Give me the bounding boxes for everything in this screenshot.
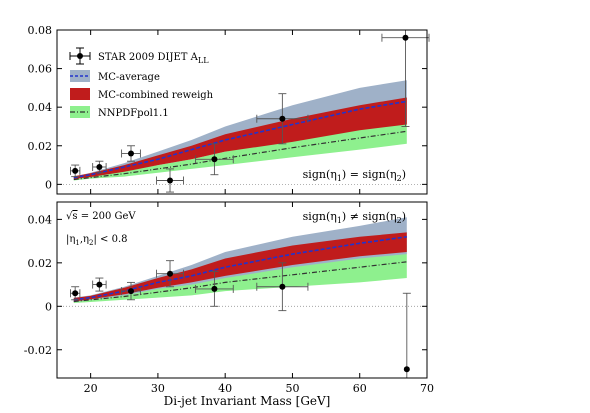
top-panel-sign-annotation: sign(η1) = sign(η2) — [303, 168, 406, 183]
data-point — [402, 292, 411, 379]
data-point — [195, 271, 234, 307]
legend: STAR 2009 DIJET ALL MC-average MC-combin… — [69, 47, 214, 119]
data-point-marker — [96, 281, 103, 288]
data-point-marker — [167, 177, 174, 184]
legend-entry-mc-average: MC-average — [70, 70, 160, 83]
mc-average-band — [73, 80, 407, 179]
energy-annotation: √s = 200 GeV — [66, 211, 136, 222]
data-point-marker — [167, 270, 174, 277]
bottom-panel: -0.02 0 0.02 0.04 — [24, 201, 428, 379]
legend-entry-nnpdf: NNPDFpol1.1 — [70, 106, 169, 119]
panel-frame — [56, 29, 428, 195]
panel-frame — [56, 201, 428, 379]
data-point — [381, 29, 430, 127]
x-tick-label: 50 — [285, 382, 299, 395]
data-point-marker — [72, 167, 79, 174]
data-point — [92, 160, 107, 174]
y-tick-label: 0.04 — [28, 101, 53, 114]
mc-average-central-line — [73, 100, 407, 179]
data-point-marker — [128, 288, 134, 295]
eta-cut-annotation: |η1,η2| < 0.8 — [66, 234, 128, 247]
legend-label-nnpdf: NNPDFpol1.1 — [98, 108, 169, 119]
data-point-marker — [211, 285, 218, 292]
y-tick-label: 0.02 — [28, 257, 53, 270]
data-point — [121, 281, 141, 301]
legend-label-data-sub: LL — [198, 56, 209, 65]
legend-label-data: STAR 2009 DIJET A — [98, 52, 199, 63]
mc-combined-band — [73, 97, 407, 179]
x-tick-label: 20 — [84, 382, 98, 395]
x-tick-label: 40 — [218, 382, 232, 395]
y-tick-label: 0 — [45, 178, 52, 191]
data-point-marker — [403, 366, 410, 373]
data-point-marker — [96, 163, 103, 170]
y-tick-label: 0.06 — [28, 63, 53, 76]
data-point — [195, 143, 234, 176]
data-point-marker — [128, 150, 134, 157]
data-point-marker — [402, 34, 409, 41]
legend-entry-mc-combined: MC-combined reweigh — [70, 88, 214, 101]
legend-label-mc-average: MC-average — [98, 72, 160, 83]
data-point — [121, 145, 141, 162]
x-tick-label: 30 — [151, 382, 165, 395]
svg-text:STAR 2009 DIJET ALL: STAR 2009 DIJET ALL — [98, 52, 209, 65]
y-tick-label: 0.02 — [28, 140, 53, 153]
legend-label-mc-combined: MC-combined reweigh — [98, 90, 214, 101]
data-point — [156, 168, 184, 193]
data-point — [92, 277, 107, 292]
bottom-panel-sign-annotation: sign(η1) ≠ sign(η2) — [303, 210, 406, 225]
y-tick-label: 0.04 — [28, 213, 53, 226]
data-point-marker — [279, 115, 286, 122]
y-tick-label: -0.02 — [24, 344, 52, 357]
y-tick-label: 0 — [45, 300, 52, 313]
data-point — [156, 260, 184, 288]
data-point — [70, 286, 81, 301]
data-point-marker — [211, 156, 218, 163]
data-point — [256, 262, 309, 312]
x-axis-title: Di-jet Invariant Mass [GeV] — [164, 394, 331, 408]
x-axis: 20 30 40 50 60 70 — [84, 382, 434, 395]
x-tick-label: 70 — [420, 382, 434, 395]
data-point — [256, 93, 309, 145]
data-point-marker — [279, 283, 286, 290]
mc-average-central-line — [73, 236, 407, 301]
data-point — [70, 164, 81, 178]
data-point-marker — [72, 290, 79, 297]
top-panel: 0 0.02 0.04 0.06 0.08 — [28, 24, 430, 195]
legend-entry-data: STAR 2009 DIJET ALL — [69, 47, 209, 65]
x-tick-label: 60 — [353, 382, 367, 395]
y-tick-label: 0.08 — [28, 24, 53, 37]
